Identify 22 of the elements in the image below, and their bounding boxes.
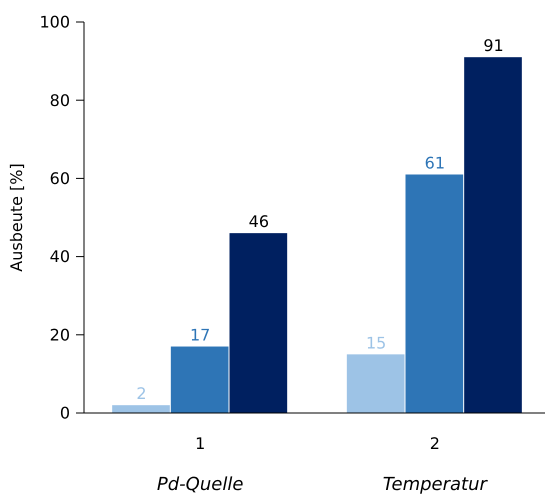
y-tick-label: 100 bbox=[39, 12, 70, 32]
data-label: 15 bbox=[366, 333, 386, 352]
text: Pd-Quelle bbox=[156, 474, 244, 495]
data-label: 61 bbox=[424, 153, 446, 172]
y-tick-label: 0 bbox=[60, 404, 70, 423]
data-label: 91 bbox=[483, 36, 504, 56]
bar bbox=[170, 346, 228, 413]
data-label: 17 bbox=[190, 326, 210, 345]
y-tick-label: 80 bbox=[50, 90, 70, 110]
y-axis-title: Ausbeute [%] bbox=[7, 163, 26, 272]
bar bbox=[406, 174, 464, 413]
y-tick-label: 40 bbox=[50, 247, 70, 266]
bar bbox=[464, 57, 522, 413]
bar bbox=[229, 233, 288, 413]
data-label: 46 bbox=[248, 212, 270, 232]
y-tick-label: 60 bbox=[50, 169, 70, 188]
bar bbox=[346, 354, 404, 413]
data-label: 2 bbox=[136, 384, 147, 404]
y-tick-label: 20 bbox=[50, 325, 70, 344]
text: Temperatur bbox=[382, 474, 489, 495]
bar bbox=[112, 405, 170, 413]
x-tick-label: 1 bbox=[195, 434, 206, 453]
